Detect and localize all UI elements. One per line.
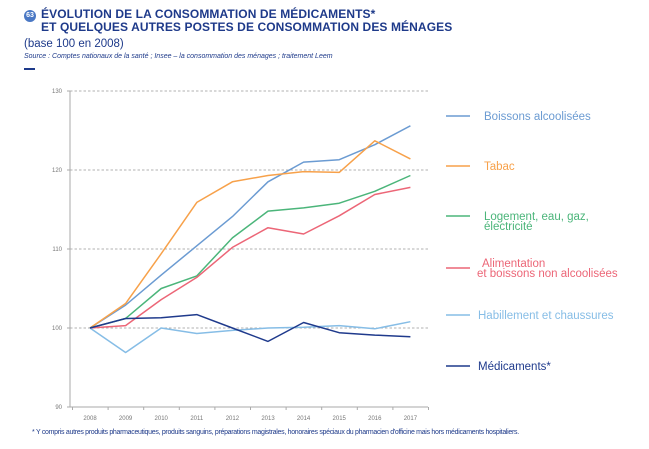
x-tick-label: 2016 (368, 416, 382, 422)
x-tick-label: 2010 (155, 416, 169, 422)
footnote: * Y compris autres produits pharmaceutiq… (32, 429, 519, 436)
title-line-1: ÉVOLUTION DE LA CONSOMMATION DE MÉDICAME… (41, 7, 376, 21)
legend-label: Habillement et chaussures (478, 310, 614, 322)
legend-label: Boissons alcoolisées (484, 111, 591, 123)
y-tick-label: 110 (52, 247, 62, 253)
x-tick-label: 2014 (297, 416, 311, 422)
series-line (89, 125, 411, 329)
y-tick-label: 100 (52, 326, 63, 332)
title-line-2: ET QUELQUES AUTRES POSTES DE CONSOMMATIO… (41, 20, 453, 34)
x-tick-label: 2012 (226, 416, 240, 422)
x-tick-label: 2009 (119, 416, 133, 422)
y-tick-label: 120 (52, 168, 63, 174)
series-line (89, 313, 411, 343)
x-tick-label: 2013 (261, 416, 275, 422)
series-line (89, 320, 411, 354)
chart-subtitle: (base 100 en 2008) (24, 38, 124, 50)
series-line (89, 140, 411, 329)
legend-label: Logement, eau, gaz, (484, 211, 589, 223)
legend-label: et boissons non alcoolisées (477, 268, 618, 280)
legend-label: électricité (484, 221, 533, 233)
legend-label: Tabac (484, 161, 515, 173)
legend-label: Médicaments* (478, 361, 551, 373)
legend-label: Alimentation (482, 258, 545, 270)
y-tick-label: 90 (55, 405, 62, 411)
series-line (89, 186, 411, 329)
chart-title: ÉVOLUTION DE LA CONSOMMATION DE MÉDICAME… (41, 8, 461, 34)
x-tick-label: 2008 (83, 416, 97, 422)
figure-number-badge: 63 (24, 10, 36, 22)
header-rule (24, 68, 35, 70)
x-tick-label: 2017 (404, 416, 418, 422)
y-tick-label: 130 (52, 89, 63, 95)
x-tick-label: 2015 (333, 416, 347, 422)
x-tick-label: 2011 (190, 416, 204, 422)
chart-source: Source : Comptes nationaux de la santé ;… (24, 53, 333, 60)
series-line (89, 174, 411, 329)
